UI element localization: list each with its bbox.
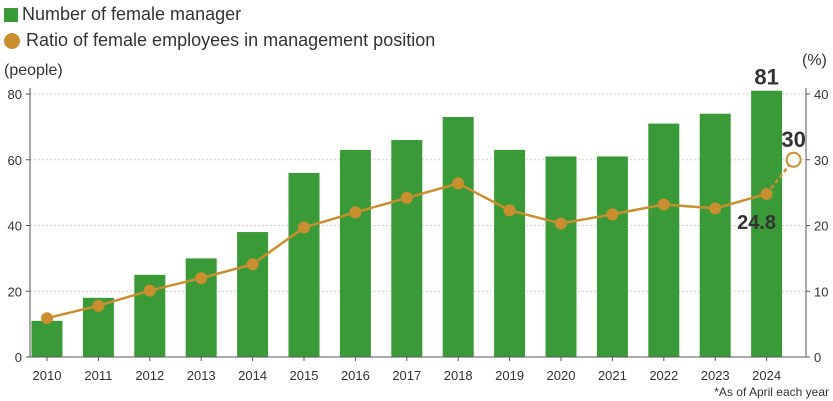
bar (648, 123, 680, 358)
line-point (298, 221, 310, 234)
line-point (555, 217, 567, 230)
bar-2024-value-label: 81 (754, 65, 778, 90)
bar (494, 149, 526, 357)
left-tick-label: 20 (8, 284, 22, 299)
legend-bar: Number of female manager (4, 4, 241, 25)
left-tick-label: 0 (15, 350, 22, 365)
right-tick-label: 20 (814, 219, 828, 234)
right-axis-unit: (%) (802, 52, 827, 69)
line-point (760, 187, 773, 200)
left-axis-unit: (people) (4, 62, 63, 79)
annotations: 81 24.8 30 (737, 65, 806, 234)
x-tick-label: 2019 (495, 368, 524, 383)
x-tick-label: 2021 (598, 368, 627, 383)
x-tick-label: 2020 (547, 368, 576, 383)
bar (699, 113, 731, 357)
line-point (709, 202, 722, 215)
line-point (349, 206, 362, 219)
line-point (503, 204, 516, 217)
bar (596, 156, 628, 357)
line-series (41, 151, 802, 325)
bar (545, 156, 577, 357)
target-value-label: 30 (781, 127, 805, 152)
x-tick-label: 2016 (341, 368, 370, 383)
legend-bar-swatch (4, 7, 18, 22)
x-tick-label: 2023 (701, 368, 730, 383)
x-tick-label: 2018 (444, 368, 473, 383)
x-tick-label: 2022 (649, 368, 678, 383)
line-point (606, 208, 619, 221)
x-tick-label: 2017 (392, 368, 421, 383)
x-tick-label: 2014 (238, 368, 267, 383)
right-tick-label: 0 (814, 350, 821, 365)
bar-series (31, 90, 783, 358)
bar (31, 320, 63, 357)
x-tick-label: 2010 (33, 368, 62, 383)
bar (751, 90, 783, 358)
right-tick-label: 40 (814, 87, 828, 102)
line-point (400, 191, 413, 204)
x-tick-label: 2015 (290, 368, 319, 383)
legend-line-label: Ratio of female employees in management … (26, 30, 436, 50)
line-point (41, 312, 53, 325)
left-tick-label: 60 (8, 153, 22, 168)
target-point (785, 151, 802, 168)
bar (288, 172, 320, 357)
tick-labels: 0 20 40 60 80 0 10 20 30 40 2010 2011 2012 2013 2014 20… (8, 87, 829, 383)
x-tick-label: 2012 (135, 368, 164, 383)
line-point (246, 258, 259, 271)
axes (26, 88, 810, 361)
bar (237, 232, 269, 357)
right-tick-label: 10 (814, 284, 828, 299)
footnote: *As of April each year (714, 385, 829, 399)
line-point (452, 177, 465, 190)
x-tick-label: 2013 (187, 368, 216, 383)
line-point (657, 198, 670, 211)
ratio-2024-value-label: 24.8 (737, 212, 776, 234)
bar (442, 117, 474, 357)
left-tick-label: 80 (8, 87, 22, 102)
legend-bar-label: Number of female manager (22, 4, 242, 24)
legend-line: Ratio of female employees in management … (4, 30, 435, 51)
line-point (143, 284, 156, 297)
x-tick-label: 2024 (752, 368, 781, 383)
bar (339, 149, 371, 357)
bar (391, 140, 423, 357)
legend-line-swatch (4, 32, 20, 49)
x-tick-label: 2011 (84, 368, 112, 383)
line-point (92, 299, 105, 312)
line-point (195, 272, 208, 285)
left-tick-label: 40 (8, 219, 22, 234)
right-tick-label: 30 (814, 153, 828, 168)
